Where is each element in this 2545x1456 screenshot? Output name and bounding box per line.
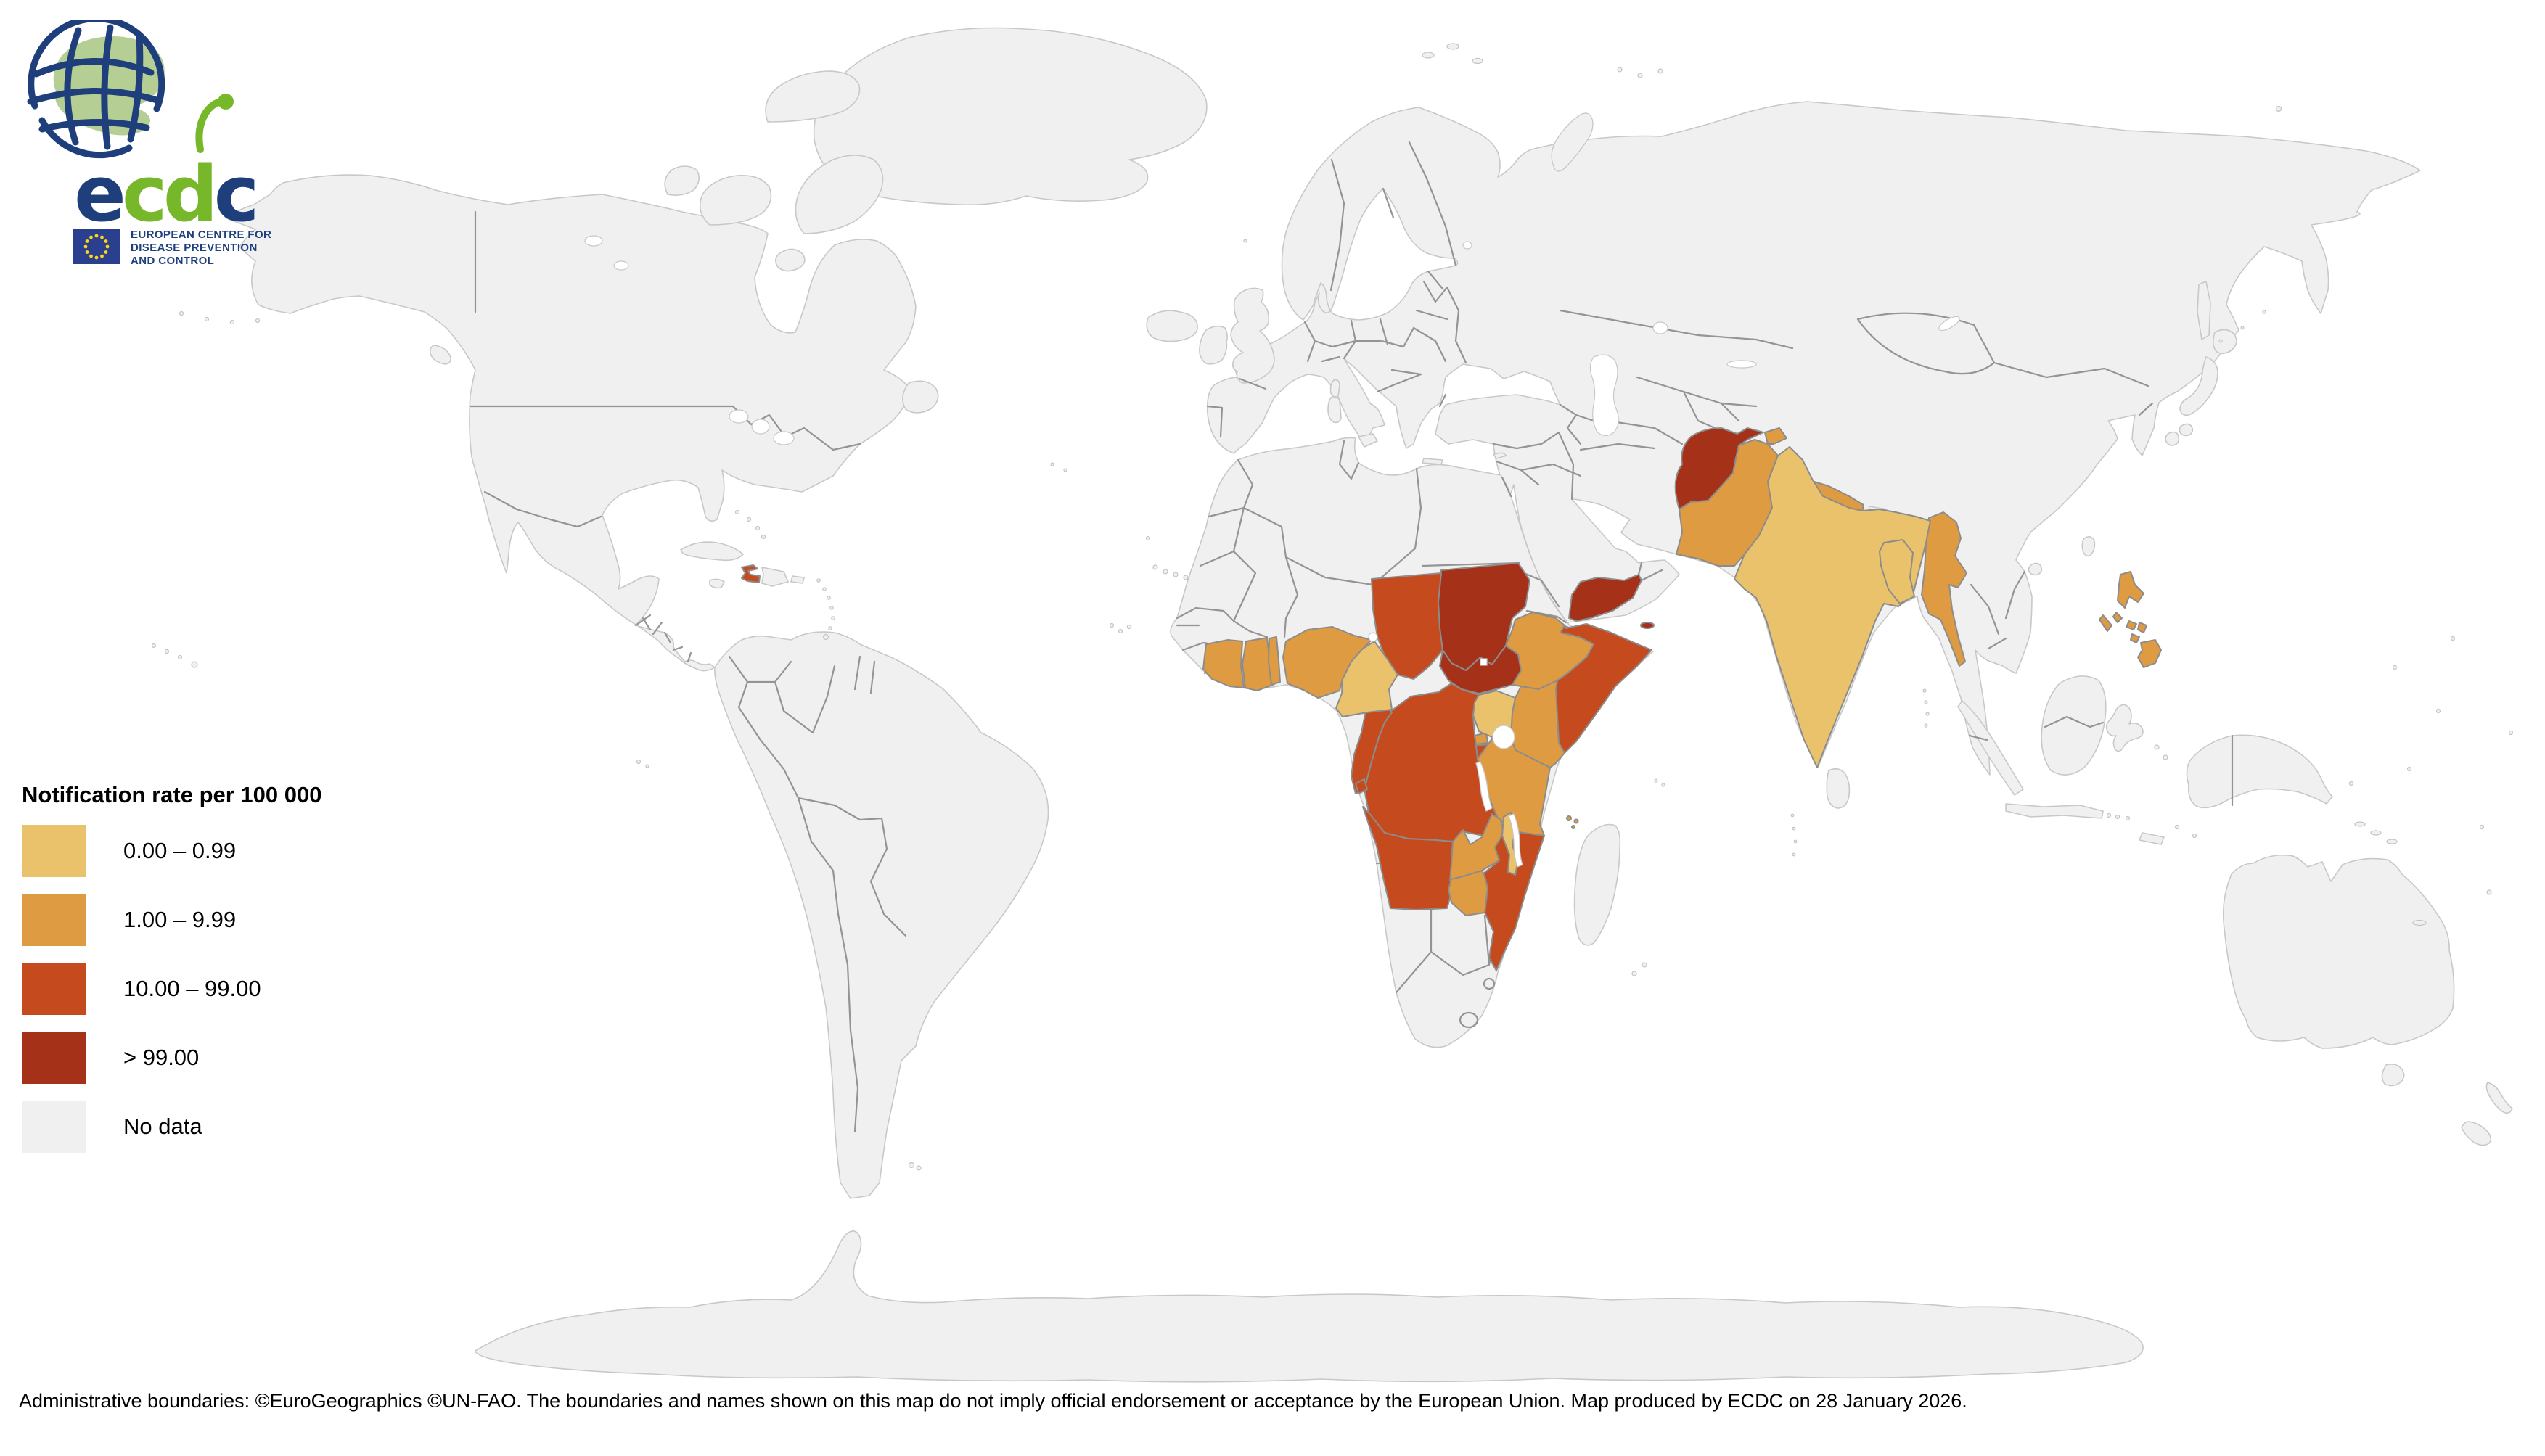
- lake-tanganyika: [1475, 761, 1493, 812]
- svg-text:ecdc: ecdc: [74, 149, 255, 239]
- country-tanzania: [1477, 736, 1551, 836]
- ecdc-logo: ecdc EUROPEAN CENTRE FOR DISEASE PREVENT…: [27, 20, 271, 267]
- legend-row-2: 10.00 – 99.00: [22, 963, 322, 1015]
- lake-balkhash: [1726, 360, 1757, 369]
- legend-row-4: No data: [22, 1101, 322, 1153]
- globe-meridian-3: [127, 34, 144, 143]
- map-attribution: Administrative boundaries: ©EuroGeograph…: [19, 1390, 1967, 1412]
- globe-meridian-1: [64, 27, 82, 146]
- choropleth-countries: [741, 427, 2162, 971]
- small-islands: [151, 43, 2514, 1171]
- caribbean-islands: [680, 541, 805, 589]
- landmasses: [224, 27, 2513, 1383]
- logo-wordmark: ecdc: [74, 94, 259, 239]
- country-chad: [1371, 572, 1443, 680]
- logo-globe: [27, 20, 165, 159]
- aral-sea: [1652, 321, 1668, 334]
- country-ethiopia: [1505, 612, 1594, 690]
- indonesia: [1957, 675, 2333, 845]
- legend-label-4: No data: [123, 1114, 202, 1139]
- org-line-2: DISEASE PREVENTION: [131, 242, 258, 254]
- globe-ring: [28, 20, 165, 112]
- caspian-sea: [1589, 354, 1619, 437]
- lakes-and-seas: [584, 235, 1960, 868]
- org-line-1: EUROPEAN CENTRE FOR: [131, 229, 271, 241]
- great-lake-3: [773, 431, 795, 445]
- legend-row-3: > 99.00: [22, 1032, 322, 1084]
- country-myanmar: [1921, 511, 1967, 667]
- lake-baikal: [1938, 316, 1960, 332]
- lake-malawi: [1508, 813, 1523, 868]
- legend-label-1: 1.00 – 9.99: [123, 907, 237, 932]
- country-rwanda: [1474, 732, 1488, 745]
- country-togo: [1268, 636, 1281, 686]
- legend-label-3: > 99.00: [123, 1045, 200, 1070]
- legend-swatch-0: [22, 825, 86, 877]
- country-yemen: [1568, 574, 1642, 622]
- legend: Notification rate per 100 000 0.00 – 0.9…: [22, 782, 322, 1153]
- org-line-3: AND CONTROL: [131, 255, 214, 267]
- sri-lanka: [1826, 768, 1851, 809]
- logo-sprout: [195, 98, 224, 153]
- taiwan-hainan: [2028, 535, 2096, 576]
- country-bangladesh: [1879, 539, 1915, 604]
- lake-ladoga: [1462, 241, 1472, 250]
- legend-swatch-4: [22, 1101, 86, 1153]
- country-comoros: [1566, 815, 1579, 829]
- eu-flag-stars: [83, 234, 110, 260]
- madagascar: [1573, 823, 1621, 946]
- lake-victoria: [1492, 725, 1515, 749]
- med-islands: [1327, 379, 1507, 465]
- great-lake-1: [729, 409, 749, 424]
- country-yemen-socotra: [1640, 622, 1655, 629]
- japan-sakhalin: [2165, 281, 2237, 446]
- country-ghana: [1242, 637, 1274, 691]
- legend-swatch-2: [22, 963, 86, 1015]
- legend-label-2: 10.00 – 99.00: [123, 976, 261, 1001]
- australia: [2222, 854, 2513, 1146]
- arctic-islands: [429, 70, 939, 414]
- great-lake-2: [751, 419, 770, 435]
- canada-lake-1: [584, 235, 603, 247]
- legend-row-0: 0.00 – 0.99: [22, 825, 322, 877]
- legend-title: Notification rate per 100 000: [22, 782, 322, 807]
- country-philippines: [2099, 571, 2162, 668]
- iceland: [1146, 310, 1198, 342]
- logo-eu-flag: [73, 229, 120, 264]
- country-zimbabwe: [1448, 870, 1488, 916]
- country-india: [1734, 446, 1931, 768]
- logo-sprout-seed: [218, 94, 234, 110]
- british-isles: [1199, 287, 1275, 384]
- logo-org-name: EUROPEAN CENTRE FOR DISEASE PREVENTION A…: [131, 229, 271, 267]
- lake-chad: [1368, 632, 1378, 642]
- country-haiti: [741, 564, 761, 583]
- country-cameroon: [1335, 641, 1398, 717]
- abyei-area: [1480, 658, 1488, 666]
- greenland: [813, 27, 1208, 206]
- legend-swatch-3: [22, 1032, 86, 1084]
- globe-parallel-2: [27, 88, 160, 105]
- globe-ring-lower: [38, 117, 133, 159]
- legend-row-1: 1.00 – 9.99: [22, 894, 322, 946]
- country-congo: [1351, 704, 1393, 794]
- country-cote-divoire: [1202, 639, 1245, 688]
- south-america: [714, 631, 1049, 1199]
- canada-lake-2: [613, 260, 629, 271]
- legend-label-0: 0.00 – 0.99: [123, 838, 237, 863]
- country-kashmir-area: [1764, 427, 1787, 445]
- antarctica: [475, 1230, 2144, 1383]
- eurasia: [1206, 101, 2421, 776]
- legend-swatch-1: [22, 894, 86, 946]
- globe-meridian-2: [101, 24, 114, 150]
- north-america: [224, 174, 917, 672]
